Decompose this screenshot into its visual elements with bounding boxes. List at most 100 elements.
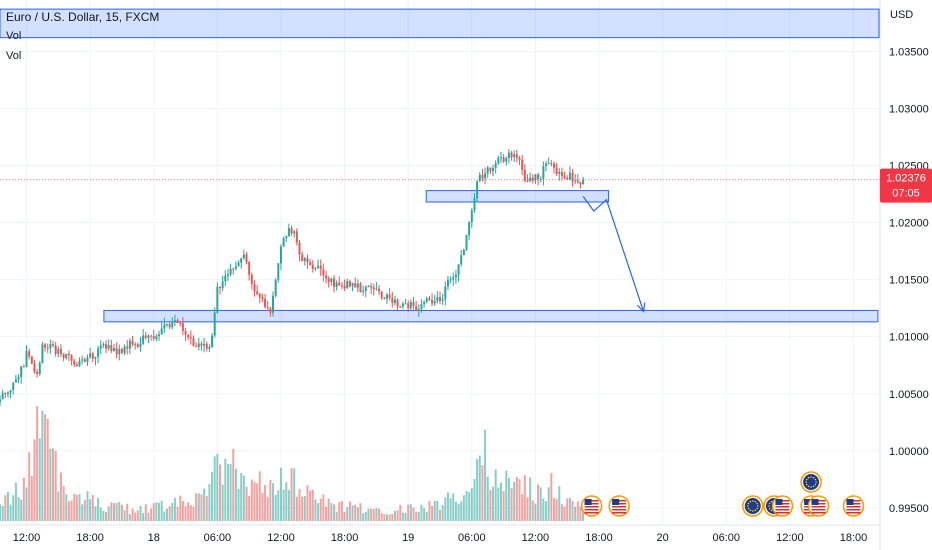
- volume-bar: [256, 483, 259, 521]
- candle: [203, 337, 206, 353]
- candle: [144, 331, 147, 340]
- volume-bar: [41, 410, 44, 521]
- volume-bar: [189, 505, 192, 521]
- candle: [486, 165, 489, 179]
- volume-bar: [473, 479, 476, 521]
- candle: [264, 293, 267, 309]
- candle: [30, 355, 33, 365]
- volume-bar: [287, 490, 290, 521]
- candle: [158, 330, 161, 341]
- candle: [407, 300, 410, 312]
- volume-bar: [558, 486, 561, 521]
- volume-bar: [224, 458, 227, 521]
- volume-bar: [417, 511, 420, 521]
- volume-label[interactable]: Vol: [6, 30, 21, 42]
- volume-bar: [102, 510, 105, 521]
- us-flag-icon[interactable]: [842, 495, 865, 517]
- volume-bar: [277, 490, 280, 521]
- volume-bar: [86, 491, 89, 521]
- candle: [542, 161, 545, 186]
- candle: [534, 174, 537, 185]
- drawn-arrow[interactable]: [582, 195, 646, 313]
- candle: [73, 358, 76, 368]
- volume-bar: [327, 498, 330, 521]
- volume-bar: [534, 503, 537, 521]
- us-flag-icon[interactable]: [771, 495, 794, 517]
- projection-arrow-line[interactable]: [582, 195, 645, 312]
- candle: [0, 395, 1, 407]
- candle: [250, 272, 253, 290]
- volume-bar: [128, 514, 131, 521]
- last-price-value: 1.02376: [886, 173, 926, 185]
- volume-bar: [282, 489, 285, 521]
- candle: [195, 342, 198, 348]
- candle: [497, 155, 500, 165]
- candle: [128, 337, 131, 355]
- candle: [428, 295, 431, 302]
- currency-label[interactable]: USD: [890, 9, 913, 21]
- candle: [107, 339, 110, 351]
- candle: [234, 261, 237, 271]
- candle: [346, 278, 349, 289]
- candle: [105, 340, 108, 354]
- volume-bar: [484, 429, 487, 521]
- volume-bar: [542, 498, 545, 521]
- volume-bar: [317, 503, 320, 521]
- volume-bar: [444, 497, 447, 521]
- us-flag-icon[interactable]: [580, 495, 603, 517]
- candle: [248, 261, 251, 281]
- candle: [539, 176, 542, 183]
- volume-bar: [507, 477, 510, 521]
- candle: [274, 278, 277, 298]
- time-tick-label: 06:00: [204, 532, 232, 544]
- candle: [136, 342, 139, 349]
- candle: [290, 225, 293, 236]
- volume-bar: [383, 514, 386, 521]
- time-tick-label: 18: [148, 532, 160, 544]
- candle: [505, 156, 508, 166]
- candle: [81, 355, 84, 365]
- volume-bar: [187, 502, 190, 521]
- volume-label-2[interactable]: Vol: [6, 50, 21, 62]
- candle: [168, 321, 171, 330]
- volume-bar: [550, 473, 553, 521]
- candle: [444, 281, 447, 306]
- candle: [65, 353, 68, 360]
- candle: [173, 314, 176, 327]
- candle: [492, 164, 495, 177]
- candle: [499, 151, 502, 164]
- time-tick-label: 12:00: [267, 532, 295, 544]
- volume-bar: [213, 456, 216, 521]
- candle: [378, 284, 381, 295]
- candle: [134, 342, 137, 350]
- volume-bars: [0, 406, 585, 521]
- volume-bar: [142, 512, 145, 521]
- event-markers[interactable]: [580, 471, 865, 517]
- volume-pane-band[interactable]: [0, 8, 880, 39]
- candle: [245, 251, 248, 265]
- candle: [38, 360, 41, 377]
- eu-flag-icon[interactable]: [800, 471, 822, 493]
- candle: [566, 175, 569, 180]
- volume-bar: [370, 508, 373, 521]
- resistance-zone-rectangle[interactable]: [425, 190, 610, 203]
- candle: [221, 275, 224, 292]
- eu-flag-icon[interactable]: [742, 495, 764, 517]
- volume-bar: [248, 495, 251, 521]
- last-price-badge[interactable]: 1.02376 07:05: [880, 168, 932, 203]
- candle: [285, 235, 288, 243]
- volume-bar: [396, 510, 399, 521]
- candle: [176, 318, 179, 324]
- candle: [86, 354, 89, 366]
- us-flag-icon[interactable]: [608, 495, 630, 517]
- time-axis[interactable]: 12:00 18:00 18 06:00 12:00 18:00 19 06:00 12:00 1…: [13, 532, 868, 544]
- volume-bar: [566, 498, 569, 521]
- us-flag-icon[interactable]: [807, 495, 830, 517]
- support-zone-rectangle[interactable]: [103, 309, 879, 323]
- volume-bar: [107, 506, 110, 521]
- drawn-rectangles[interactable]: [103, 190, 879, 323]
- candle: [409, 299, 412, 310]
